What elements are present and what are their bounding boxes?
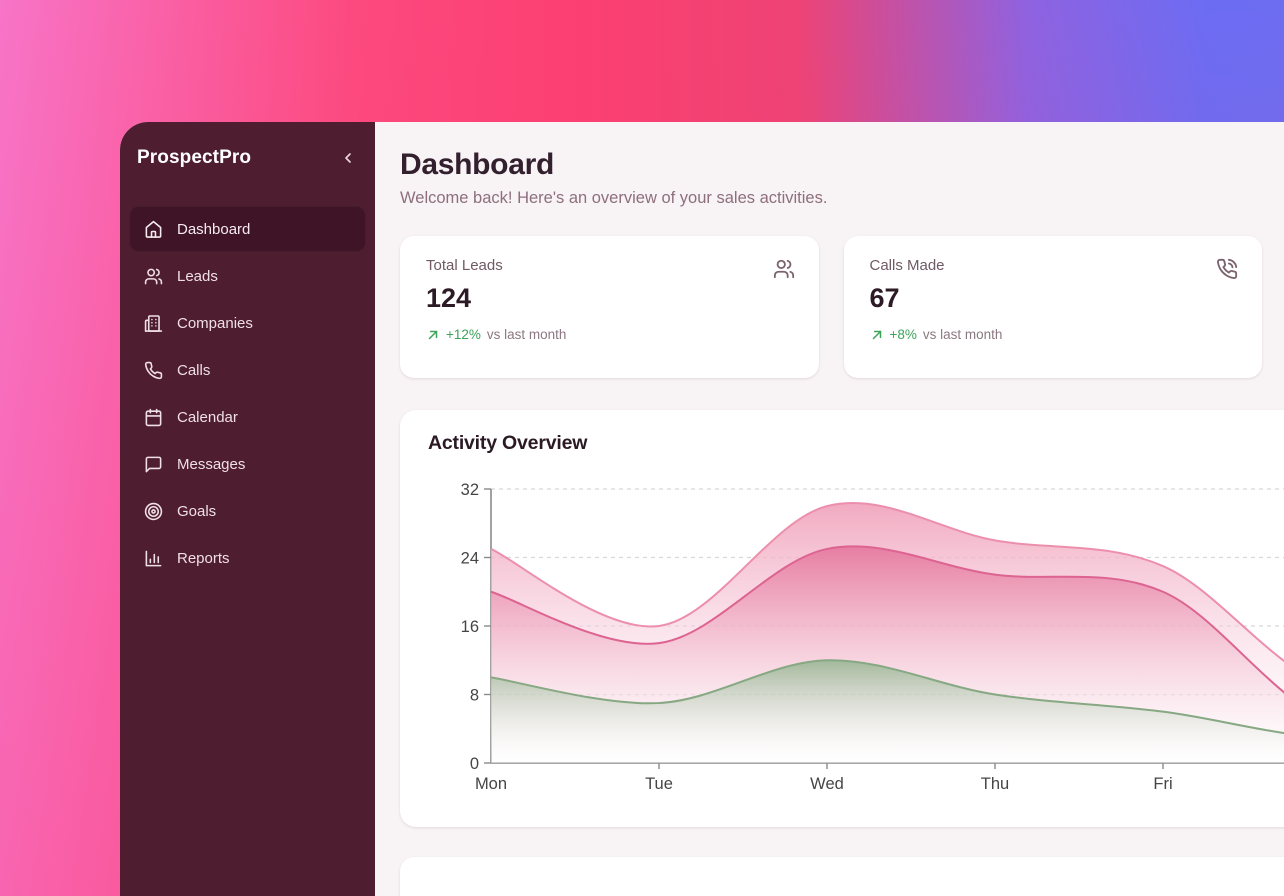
building-icon (144, 314, 163, 333)
sidebar-item-label: Messages (177, 455, 246, 473)
phone-call-icon (1216, 258, 1238, 280)
stat-change-suffix: vs last month (486, 327, 567, 342)
page-subtitle: Welcome back! Here's an overview of your… (400, 189, 828, 207)
svg-text:Tue: Tue (645, 775, 673, 793)
sidebar-item-label: Reports (177, 549, 230, 567)
sidebar-item-calls[interactable]: Calls (129, 347, 366, 393)
next-section-card-partial (400, 857, 1284, 896)
activity-area-chart: 08162432MonTueWedThuFriSatSun (400, 467, 1284, 811)
stat-card-calls-made: Calls Made 67 +8% vs last month (843, 236, 1262, 378)
stat-change-suffix: vs last month (922, 327, 1003, 342)
svg-text:32: 32 (461, 481, 479, 499)
sidebar-item-leads[interactable]: Leads (129, 253, 366, 299)
users-icon (773, 258, 795, 280)
target-icon (144, 502, 163, 521)
page-title: Dashboard (400, 148, 554, 181)
phone-icon (144, 361, 163, 380)
stat-change: +8% vs last month (870, 327, 1239, 342)
svg-text:Thu: Thu (981, 775, 1009, 793)
svg-text:Fri: Fri (1153, 775, 1172, 793)
sidebar-item-label: Dashboard (177, 220, 251, 238)
stat-label: Total Leads (426, 257, 503, 274)
sidebar: ProspectPro Dashboard Leads (120, 122, 375, 896)
stat-change-value: +8% (889, 327, 917, 342)
stat-label: Calls Made (869, 257, 945, 274)
calendar-icon (144, 408, 163, 427)
svg-text:8: 8 (470, 687, 479, 705)
sidebar-item-label: Companies (177, 314, 253, 332)
sidebar-item-reports[interactable]: Reports (129, 535, 366, 581)
sidebar-nav: Dashboard Leads Companies Calls (129, 206, 366, 581)
app-logo: ProspectPro (137, 147, 252, 168)
sidebar-item-companies[interactable]: Companies (129, 300, 366, 346)
trending-up-icon (426, 328, 440, 342)
chart-title: Activity Overview (428, 432, 588, 454)
stat-card-total-leads: Total Leads 124 +12% vs last month (400, 236, 819, 378)
stat-change: +12% vs last month (426, 327, 795, 342)
stat-change-value: +12% (446, 327, 481, 342)
sidebar-item-label: Goals (177, 502, 217, 520)
main-content: Dashboard Welcome back! Here's an overvi… (375, 122, 1284, 896)
area-chart-svg: 08162432MonTueWedThuFriSatSun (461, 481, 1284, 793)
svg-text:Mon: Mon (475, 775, 507, 793)
sidebar-item-goals[interactable]: Goals (129, 488, 366, 534)
svg-text:16: 16 (461, 618, 479, 636)
sidebar-item-messages[interactable]: Messages (129, 441, 366, 487)
svg-text:0: 0 (470, 755, 479, 773)
bar-chart-icon (144, 549, 163, 568)
sidebar-header: ProspectPro (129, 142, 366, 172)
sidebar-item-label: Calendar (177, 408, 238, 426)
trending-up-icon (870, 328, 884, 342)
home-icon (144, 220, 163, 239)
svg-text:Wed: Wed (810, 775, 844, 793)
sidebar-item-label: Calls (177, 361, 211, 379)
svg-text:24: 24 (461, 550, 479, 568)
stats-row: Total Leads 124 +12% vs last month Calls… (400, 236, 1262, 378)
sidebar-collapse-button[interactable] (338, 148, 358, 168)
message-square-icon (144, 455, 163, 474)
sidebar-item-calendar[interactable]: Calendar (129, 394, 366, 440)
stat-value: 67 (869, 283, 900, 313)
activity-overview-card: Activity Overview 0 8 16 24 32 Mon Tue Wed Thu Fr… (400, 410, 1284, 827)
sidebar-item-dashboard[interactable]: Dashboard (129, 206, 366, 252)
app-window: ProspectPro Dashboard Leads (120, 122, 1284, 896)
chevron-left-icon (340, 150, 356, 166)
sidebar-item-label: Leads (177, 267, 218, 285)
stat-value: 124 (426, 283, 472, 313)
users-icon (144, 267, 163, 286)
